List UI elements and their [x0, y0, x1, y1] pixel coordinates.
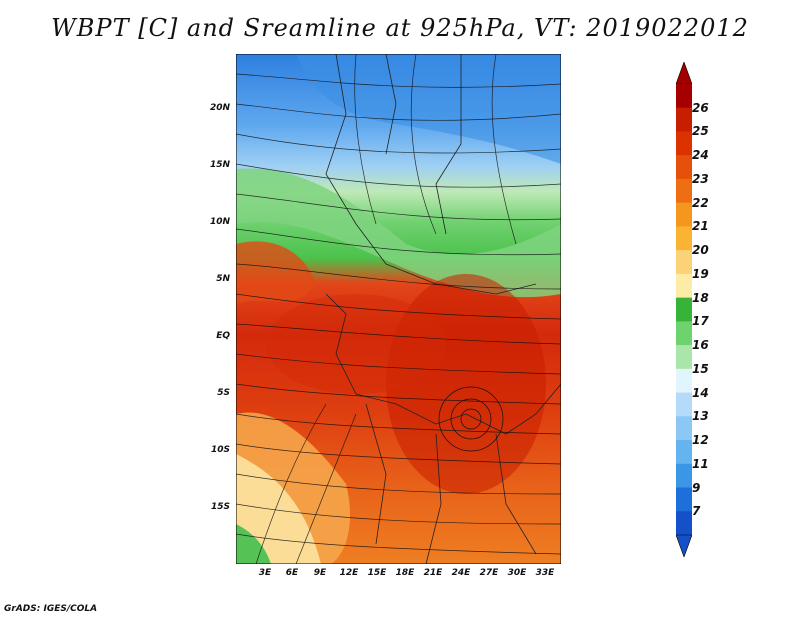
colorbar-swatch	[676, 178, 692, 204]
colorbar-label: 9	[692, 480, 701, 495]
colorbar-label: 20	[692, 243, 709, 258]
lat-label: EQ	[216, 331, 230, 341]
colorbar-swatch	[676, 463, 692, 489]
lon-label: 21E	[423, 568, 443, 578]
lon-label: 18E	[395, 568, 415, 578]
colorbar-swatch	[676, 84, 692, 109]
lat-label: 15N	[209, 160, 230, 170]
colorbar-label: 24	[692, 148, 709, 163]
colorbar-label: 15	[692, 361, 709, 376]
colorbar-swatch	[676, 416, 692, 441]
colorbar-label: 17	[692, 314, 709, 329]
colorbar-swatch	[676, 345, 692, 370]
lon-label: 9E	[313, 568, 327, 578]
colorbar-label: 23	[692, 171, 709, 186]
colorbar-label: 7	[692, 504, 701, 519]
colorbar-swatch	[676, 511, 692, 536]
lat-label: 10N	[209, 217, 230, 227]
colorbar-label: 26	[692, 100, 709, 115]
colorbar-label: 12	[692, 433, 709, 448]
colorbar-swatch	[676, 321, 692, 346]
lon-label: 33E	[535, 568, 555, 578]
colorbar-swatch	[676, 297, 692, 322]
lon-label: 24E	[451, 568, 471, 578]
wbpt-field-map	[232, 53, 562, 565]
lat-label: 20N	[209, 103, 230, 113]
lat-label: 10S	[210, 445, 230, 455]
colorbar-swatch	[676, 202, 692, 227]
colorbar-label: 25	[692, 124, 709, 139]
colorbar-swatch	[676, 131, 692, 156]
lat-label: 5S	[217, 388, 230, 398]
lat-label: 5N	[216, 274, 230, 284]
lon-label: 15E	[367, 568, 387, 578]
lon-label: 6E	[285, 568, 299, 578]
lon-label: 12E	[339, 568, 359, 578]
colorbar-label: 16	[692, 338, 709, 353]
colorbar-swatch	[676, 226, 692, 251]
colorbar-swatch	[676, 440, 692, 465]
colorbar-swatch	[676, 250, 692, 275]
colorbar-top-arrow	[676, 62, 692, 85]
map-panel: 20N 15N 10N 5N EQ 5S 10S 15S 3E 6E 9E 12…	[210, 53, 562, 578]
colorbar-label: 18	[692, 290, 709, 305]
colorbar-label: 19	[692, 266, 709, 281]
credit-text: GrADS: IGES/COLA	[4, 604, 98, 614]
colorbar-bottom-arrow	[676, 534, 692, 557]
colorbar-label: 13	[692, 409, 709, 424]
lon-label: 27E	[479, 568, 499, 578]
colorbar-label: 14	[692, 385, 709, 400]
colorbar-swatch	[676, 487, 692, 512]
colorbar-swatch	[676, 392, 692, 417]
colorbar-label: 11	[692, 456, 709, 471]
colorbar-swatch	[676, 155, 692, 180]
colorbar-swatch	[676, 107, 692, 132]
colorbar-label: 22	[692, 195, 709, 210]
colorbar-label: 21	[692, 219, 709, 234]
map-title: WBPT [C] and Sreamline at 925hPa, VT: 20…	[51, 14, 749, 42]
colorbar	[676, 62, 692, 557]
lon-label: 30E	[507, 568, 527, 578]
colorbar-swatch	[676, 368, 692, 394]
lat-label: 15S	[210, 502, 230, 512]
colorbar-swatch	[676, 273, 692, 299]
lon-label: 3E	[258, 568, 272, 578]
